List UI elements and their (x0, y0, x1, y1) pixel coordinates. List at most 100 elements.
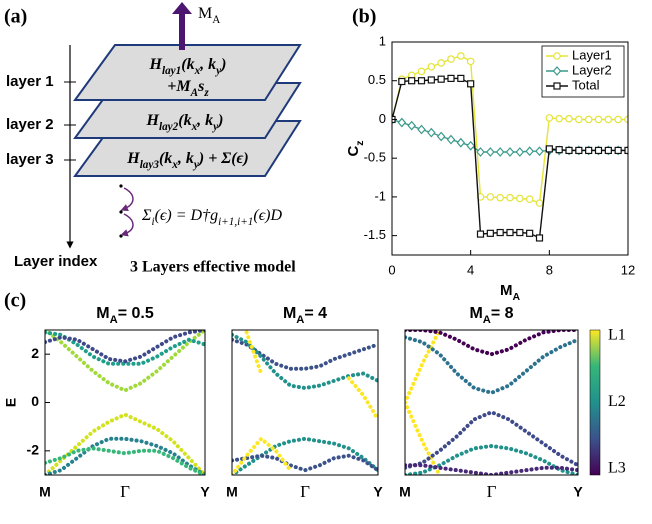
band (405, 410, 578, 470)
text-part: (k (159, 150, 172, 167)
subscript: y (192, 159, 199, 171)
marker (584, 115, 593, 124)
marker (437, 75, 445, 83)
y-tick-label: -2 (27, 442, 40, 458)
text-part: M (96, 305, 109, 322)
marker (506, 193, 514, 202)
y-tick-label: -1 (374, 188, 386, 203)
band (45, 436, 205, 475)
x-category-label: Γ (300, 482, 310, 501)
marker (436, 131, 446, 142)
axes-frame (404, 329, 579, 476)
x-tick-label: 8 (546, 262, 553, 277)
marker (456, 137, 466, 148)
x-axis-label: MA (500, 282, 521, 303)
subscript: A (190, 87, 198, 99)
layer-plane (73, 44, 302, 101)
text-part: (k (181, 56, 194, 73)
marker (545, 145, 553, 153)
marker (516, 228, 524, 237)
band (232, 332, 378, 390)
x-category-label: Y (200, 484, 210, 500)
x-category-label: Y (373, 484, 383, 500)
marker (398, 77, 406, 86)
x-category-label: Y (573, 484, 583, 500)
marker (535, 146, 544, 157)
marker (427, 62, 436, 71)
axes-frame (44, 329, 206, 476)
plot-area (232, 330, 378, 475)
subscript: y (211, 121, 218, 133)
marker (457, 74, 465, 83)
x-tick-label: 12 (621, 262, 635, 277)
hamiltonian: Hlay1(kx, ky) (149, 56, 227, 77)
marker (496, 193, 504, 202)
self-energy: Σi(ϵ) = D†gi+1,i+1(ϵ)D (141, 207, 282, 228)
subscript: i+1,i+1 (218, 216, 253, 228)
marker (565, 114, 573, 123)
x-category-label: M (226, 484, 238, 500)
chart-title: MA= 4 (283, 305, 327, 326)
marker (505, 147, 515, 157)
chart-title: MA= 8 (469, 305, 513, 326)
band (45, 330, 205, 366)
subscript: lay3 (140, 159, 160, 171)
caption: 3 Layers effective model (130, 259, 296, 276)
marker (417, 77, 426, 85)
text-part: +M (167, 78, 191, 95)
subscript: A (483, 314, 491, 326)
marker (535, 234, 544, 242)
marker (495, 147, 505, 157)
marker (417, 67, 426, 76)
x-tick-label: 4 (467, 262, 474, 277)
x-category-label: Γ (487, 482, 497, 501)
band (405, 330, 442, 405)
marker (585, 146, 593, 155)
x-tick-label: 0 (388, 262, 395, 277)
subscript: x (191, 121, 198, 133)
marker (476, 193, 485, 201)
band (232, 453, 378, 473)
layer-label: layer 3 (6, 151, 54, 168)
legend-marker (553, 52, 561, 60)
marker (575, 146, 583, 155)
marker (447, 55, 455, 63)
text-part: ) (219, 56, 226, 73)
marker (565, 146, 573, 155)
subscript: x (194, 65, 201, 77)
subscript: z (354, 140, 366, 145)
text-part: s (197, 78, 204, 95)
band (405, 463, 578, 475)
marker (604, 146, 612, 155)
text-part: (ϵ) = D†g (155, 207, 218, 224)
text-part: M (198, 5, 212, 22)
text-part: Σ (141, 207, 152, 224)
legend-marker (553, 82, 561, 90)
plot-area (392, 52, 628, 242)
marker (526, 229, 534, 237)
band (45, 330, 205, 364)
marker (604, 115, 613, 124)
marker (446, 134, 456, 145)
text-part: H (149, 56, 163, 73)
text-part: ) + Σ(ϵ) (197, 150, 249, 167)
marker (555, 146, 563, 154)
text-part: H (146, 112, 160, 129)
marker (624, 146, 628, 155)
band (405, 400, 442, 475)
hamiltonian: +MAsz (167, 78, 209, 99)
text-part: M (283, 305, 296, 322)
layer-label: layer 2 (6, 116, 54, 133)
y-tick-label: -1.5 (364, 227, 386, 242)
x-category-label: M (39, 484, 51, 500)
subscript: y (214, 65, 221, 77)
subscript: x (171, 159, 178, 171)
marker (408, 77, 416, 85)
marker (427, 76, 435, 84)
chart-title: MA= 0.5 (96, 305, 154, 326)
marker (476, 230, 485, 238)
text-part: C (345, 146, 362, 157)
colorbar-label: L3 (608, 460, 626, 477)
text-part: (ϵ)D (253, 207, 282, 224)
text-part: ) (216, 112, 223, 129)
